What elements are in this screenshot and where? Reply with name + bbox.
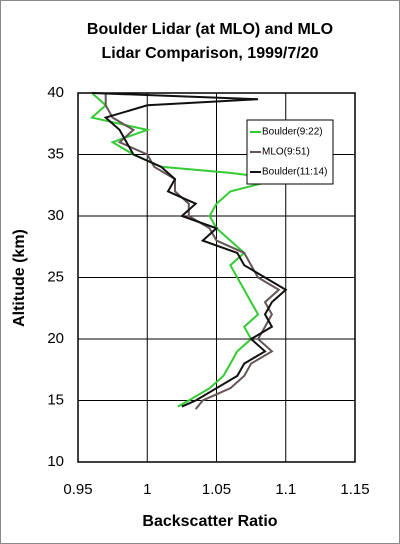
y-tick-label: 30 bbox=[47, 207, 64, 224]
y-axis-label: Altitude (km) bbox=[11, 229, 28, 327]
y-tick-label: 10 bbox=[47, 453, 64, 470]
plot-area bbox=[77, 92, 356, 463]
profile-line bbox=[91, 92, 288, 408]
legend-label: Boulder(11:14) bbox=[262, 167, 327, 178]
legend-label: Boulder(9:22) bbox=[262, 127, 323, 138]
y-tick-label: 25 bbox=[47, 268, 64, 285]
y-tick-label: 35 bbox=[47, 145, 64, 162]
x-tick-label: 1.1 bbox=[275, 481, 296, 498]
y-tick-label: 20 bbox=[47, 330, 64, 347]
legend-label: MLO(9:51) bbox=[262, 147, 310, 158]
y-tick-label: 15 bbox=[47, 391, 64, 408]
legend-box bbox=[246, 119, 334, 185]
profile-line bbox=[89, 92, 280, 408]
x-tick-label: 1.05 bbox=[202, 481, 231, 498]
x-axis-label: Backscatter Ratio bbox=[142, 513, 277, 530]
x-tick-label: 0.95 bbox=[63, 481, 92, 498]
chart-title: Lidar Comparison, 1999/7/20 bbox=[102, 45, 319, 62]
x-tick-label: 1.15 bbox=[340, 481, 369, 498]
x-tick-label: 1 bbox=[143, 481, 151, 498]
chart-title: Boulder Lidar (at MLO) and MLO bbox=[87, 21, 333, 38]
y-tick-label: 40 bbox=[47, 84, 64, 101]
